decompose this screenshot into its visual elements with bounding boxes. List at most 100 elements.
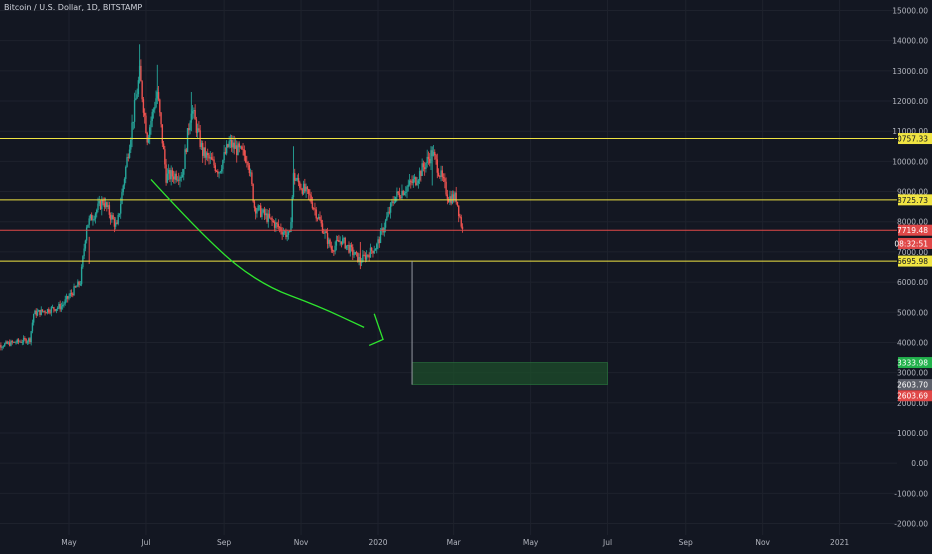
candle-body xyxy=(225,152,226,153)
candle-body xyxy=(217,171,218,173)
candle-body xyxy=(34,311,35,314)
candle-body xyxy=(107,205,108,207)
candle-body xyxy=(96,210,97,214)
candle-body xyxy=(90,215,91,219)
candle-body xyxy=(347,245,348,246)
candle-body xyxy=(285,231,286,237)
candle-body xyxy=(321,220,322,223)
price-tick-label: 4000.00 xyxy=(897,338,928,347)
candle-body xyxy=(83,248,84,256)
candle-body xyxy=(100,201,101,209)
candle-body xyxy=(124,179,125,186)
candle-body xyxy=(442,170,443,177)
candle-body xyxy=(295,180,296,181)
candle-body xyxy=(235,145,236,148)
candle-body xyxy=(25,339,26,343)
candle-body xyxy=(76,287,77,288)
candle-body xyxy=(9,342,10,346)
candle-body xyxy=(410,181,411,182)
symbol-title[interactable]: Bitcoin / U.S. Dollar, 1D, BITSTAMP xyxy=(4,3,142,12)
candle-body xyxy=(163,143,164,149)
candle-body xyxy=(356,252,357,253)
candle-body xyxy=(338,240,339,242)
candle-body xyxy=(105,202,106,207)
candle-body xyxy=(134,100,135,122)
candle-body xyxy=(5,342,6,344)
candle-body xyxy=(454,193,455,201)
candle-body xyxy=(194,110,195,120)
candle-body xyxy=(394,202,395,203)
candle-body xyxy=(52,307,53,308)
candle-body xyxy=(63,304,64,305)
time-tick-label: Nov xyxy=(755,538,770,547)
candle-body xyxy=(459,216,460,217)
candle-body xyxy=(95,214,96,219)
candle-body xyxy=(28,338,29,341)
candle-body xyxy=(179,177,180,180)
candle-body xyxy=(183,169,184,175)
candle-body xyxy=(172,170,173,176)
candle-body xyxy=(56,309,57,311)
candle-body xyxy=(281,231,282,234)
candle-body xyxy=(351,245,352,247)
candle-body xyxy=(27,342,28,343)
candle-body xyxy=(339,241,340,242)
candle-body xyxy=(121,192,122,204)
candle-body xyxy=(400,197,401,198)
candle-body xyxy=(228,141,229,147)
candle-body xyxy=(342,239,343,245)
level-tag-10757: 10757.33 xyxy=(892,135,928,144)
candle-body xyxy=(42,309,43,311)
candle-body xyxy=(128,157,129,158)
candle-body xyxy=(332,250,333,252)
candle-body xyxy=(241,146,242,149)
candle-body xyxy=(110,215,111,220)
candle-body xyxy=(44,311,45,312)
candle-body xyxy=(178,180,179,181)
candle-body xyxy=(106,202,107,207)
candle-body xyxy=(443,177,444,178)
candle-body xyxy=(138,80,139,94)
candle-body xyxy=(357,253,358,262)
candle-body xyxy=(146,133,147,143)
candle-body xyxy=(227,144,228,147)
candle-body xyxy=(4,344,5,347)
candle-body xyxy=(323,233,324,234)
candle-body xyxy=(23,338,24,342)
candle-body xyxy=(316,210,317,219)
candle-body xyxy=(434,152,435,155)
candle-body xyxy=(170,170,171,179)
candle-body xyxy=(242,149,243,150)
price-tick-label: 5000.00 xyxy=(897,308,928,317)
candle-body xyxy=(94,219,95,220)
candle-body xyxy=(385,220,386,227)
candle-body xyxy=(88,218,89,224)
price-tick-label: -1000.00 xyxy=(894,489,928,498)
time-tick-label: Mar xyxy=(447,538,462,547)
candle-body xyxy=(276,223,277,224)
candle-body xyxy=(141,81,142,99)
candle-body xyxy=(425,163,426,169)
candle-body xyxy=(58,304,59,308)
time-tick-label: Jul xyxy=(602,538,612,547)
candle-body xyxy=(222,160,223,169)
candle-body xyxy=(350,245,351,253)
price-tick-label: 15000.00 xyxy=(892,7,928,16)
candle-body xyxy=(162,124,163,143)
candle-body xyxy=(414,177,415,179)
candle-body xyxy=(24,338,25,339)
candle-body xyxy=(319,217,320,220)
candle-body xyxy=(408,185,409,187)
candle-body xyxy=(167,174,168,183)
candle-body xyxy=(255,208,256,214)
target-zone-box[interactable] xyxy=(412,363,607,385)
candle-body xyxy=(237,143,238,155)
candle-body xyxy=(92,220,93,221)
candle-body xyxy=(67,296,68,298)
candle-body xyxy=(346,245,347,248)
candle-body xyxy=(329,240,330,247)
candle-body xyxy=(298,178,299,182)
candle-body xyxy=(111,215,112,219)
